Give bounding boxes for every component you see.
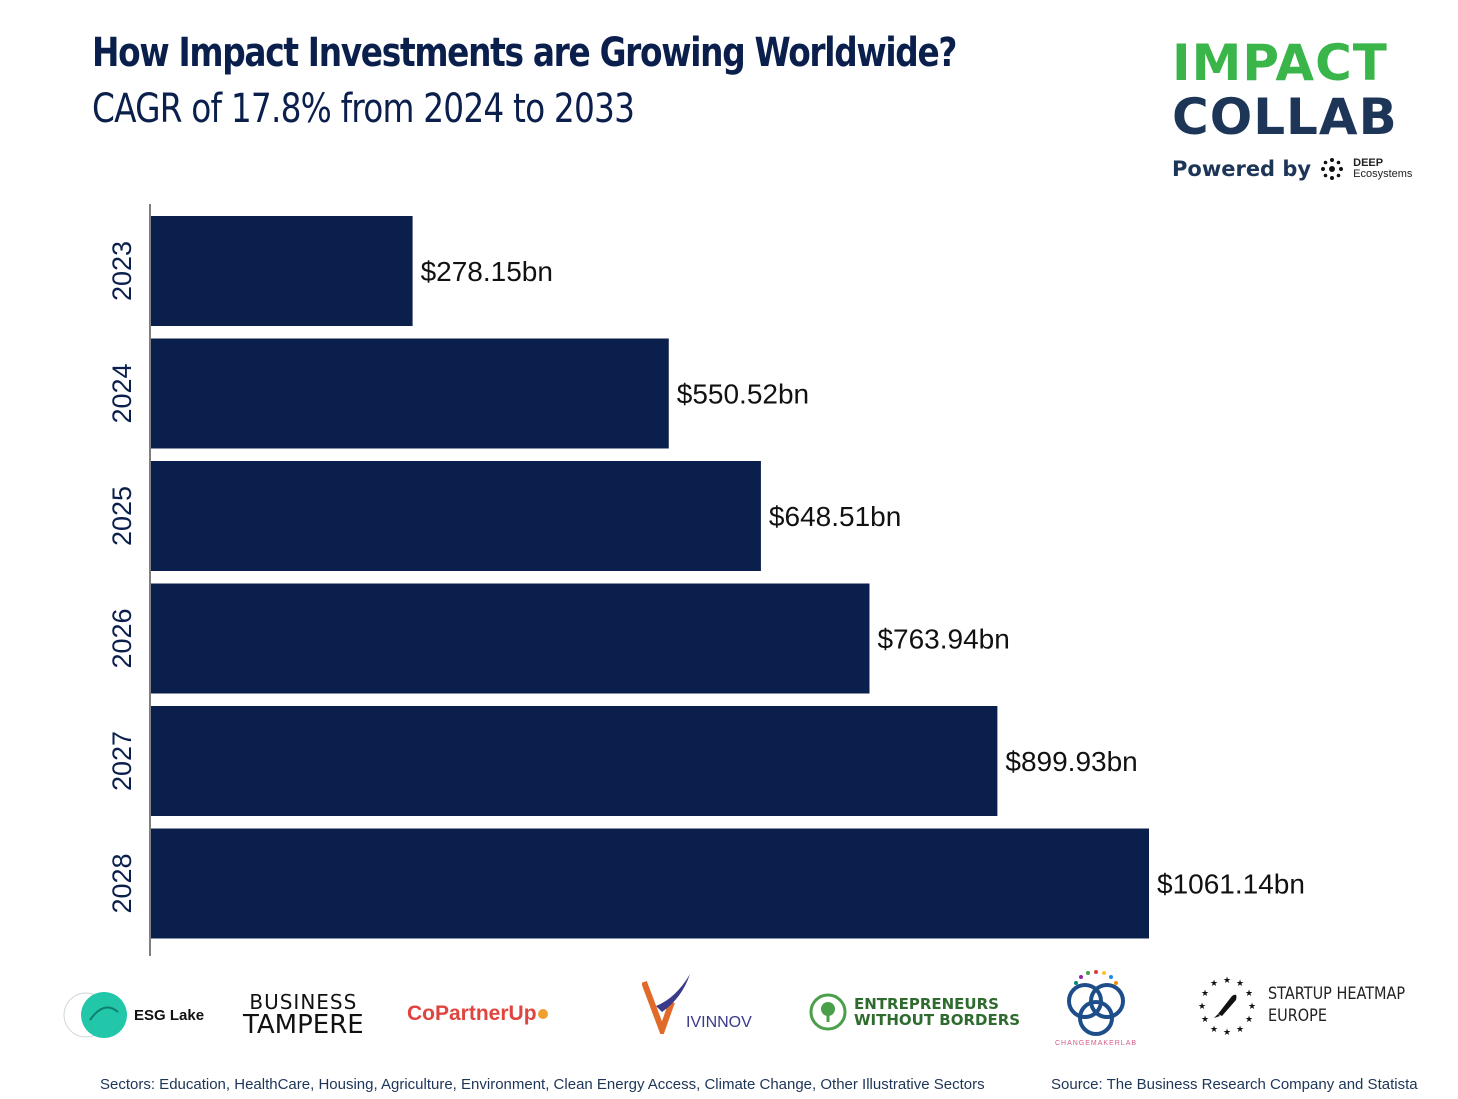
year-tick-2025: 2025 bbox=[107, 486, 137, 546]
svg-text:★: ★ bbox=[1236, 1025, 1244, 1035]
business-tampere-line2: TAMPERE bbox=[243, 1010, 364, 1040]
value-label-2024: $550.52bn bbox=[677, 379, 809, 410]
value-label-2027: $899.93bn bbox=[1005, 746, 1137, 777]
svg-text:★: ★ bbox=[1236, 979, 1244, 989]
brand-line-collab: COLLAB bbox=[1172, 88, 1398, 146]
changemakerlab-label: CHANGEMAKERLAB bbox=[1054, 1040, 1138, 1047]
ewb-tree-icon bbox=[809, 993, 847, 1031]
bar-2028 bbox=[151, 828, 1149, 939]
entrepreneurs-without-borders-logo: ENTREPRENEURS WITHOUT BORDERS bbox=[808, 992, 1020, 1032]
powered-by: Powered by DEEP Ecosystems bbox=[1172, 156, 1412, 182]
svg-text:★: ★ bbox=[1223, 1028, 1231, 1036]
ewb-line1: ENTREPRENEURS bbox=[854, 995, 999, 1013]
deep-ecosystems-label: DEEP Ecosystems bbox=[1353, 158, 1412, 180]
value-label-2025: $648.51bn bbox=[769, 501, 901, 532]
chart-subtitle: CAGR of 17.8% from 2024 to 2033 bbox=[92, 86, 635, 132]
copartnerup-mark-icon bbox=[537, 1009, 548, 1019]
value-label-2026: $763.94bn bbox=[877, 624, 1009, 655]
year-tick-2023: 2023 bbox=[107, 241, 137, 301]
bar-2024 bbox=[151, 338, 669, 449]
deep-label: DEEP bbox=[1353, 157, 1384, 169]
svg-text:★: ★ bbox=[1201, 989, 1209, 999]
year-tick-2028: 2028 bbox=[107, 853, 137, 913]
copartnerup-label: CoPartnerUp bbox=[407, 1002, 537, 1025]
year-tick-2026: 2026 bbox=[107, 608, 137, 668]
value-label-2023: $278.15bn bbox=[421, 256, 553, 287]
ewb-line2: WITHOUT BORDERS bbox=[854, 1011, 1021, 1029]
vivinnov-icon bbox=[642, 974, 690, 1034]
startup-heatmap-line1: STARTUP HEATMAP bbox=[1268, 984, 1406, 1004]
vivinnov-label: IVINNOV bbox=[686, 1014, 752, 1031]
copartnerup-logo: CoPartnerUp bbox=[407, 1002, 549, 1026]
bar-2023 bbox=[151, 216, 413, 326]
esg-lake-label: ESG Lake bbox=[134, 1006, 205, 1024]
esg-lake-logo: ESG Lake bbox=[62, 990, 204, 1040]
startup-heatmap-europe-logo: ★ ★ ★ ★ ★ ★ ★ ★ ★ ★ ★ ★ STARTUP HEATMAP EUROPE bbox=[1196, 974, 1429, 1036]
impact-collab-logo: IMPACT COLLAB bbox=[1172, 36, 1398, 144]
year-tick-2027: 2027 bbox=[107, 731, 137, 791]
svg-text:★: ★ bbox=[1223, 976, 1231, 986]
startup-heatmap-line2: EUROPE bbox=[1268, 1006, 1327, 1026]
changemakerlab-logo: CHANGEMAKERLAB bbox=[1048, 966, 1144, 1047]
svg-text:★: ★ bbox=[1210, 1025, 1218, 1035]
sectors-note: Sectors: Education, HealthCare, Housing,… bbox=[100, 1076, 985, 1093]
business-tampere-logo: BUSINESS TAMPERE bbox=[243, 992, 364, 1038]
business-tampere-line1: BUSINESS bbox=[249, 990, 358, 1014]
deep-ecosystems-icon bbox=[1321, 158, 1344, 180]
brand-line-impact: IMPACT bbox=[1172, 34, 1388, 92]
startup-heatmap-text: STARTUP HEATMAP EUROPE bbox=[1268, 983, 1405, 1027]
source-note: Source: The Business Research Company an… bbox=[1051, 1076, 1418, 1093]
vivinnov-logo: IVINNOV bbox=[642, 972, 752, 1034]
partner-logos: ESG Lake BUSINESS TAMPERE CoPartnerUp IV… bbox=[0, 966, 1458, 1056]
bar-2026 bbox=[151, 583, 870, 694]
bar-2027 bbox=[151, 706, 998, 816]
changemakerlab-rings-icon bbox=[1067, 970, 1125, 1036]
year-tick-2024: 2024 bbox=[107, 363, 137, 423]
powered-by-text: Powered by bbox=[1172, 157, 1312, 181]
value-label-2028: $1061.14bn bbox=[1157, 869, 1305, 900]
chart-title: How Impact Investments are Growing World… bbox=[92, 30, 957, 76]
svg-text:★: ★ bbox=[1198, 1002, 1206, 1012]
bar-chart: $278.15bn 2023 $550.52bn 2024 $648.51bn 2025 $… bbox=[107, 204, 1305, 956]
bar-2025 bbox=[151, 461, 761, 571]
esg-lake-icon bbox=[63, 992, 127, 1038]
ecosystems-label: Ecosystems bbox=[1353, 168, 1413, 180]
svg-text:★: ★ bbox=[1245, 989, 1253, 999]
rocket-stars-icon: ★ ★★ ★★★ ★★★ ★★★ bbox=[1198, 976, 1256, 1036]
svg-text:★: ★ bbox=[1201, 1015, 1209, 1025]
svg-text:★: ★ bbox=[1248, 1002, 1256, 1012]
svg-text:★: ★ bbox=[1245, 1015, 1253, 1025]
ewb-text: ENTREPRENEURS WITHOUT BORDERS bbox=[854, 996, 1020, 1028]
svg-text:★: ★ bbox=[1210, 979, 1218, 989]
